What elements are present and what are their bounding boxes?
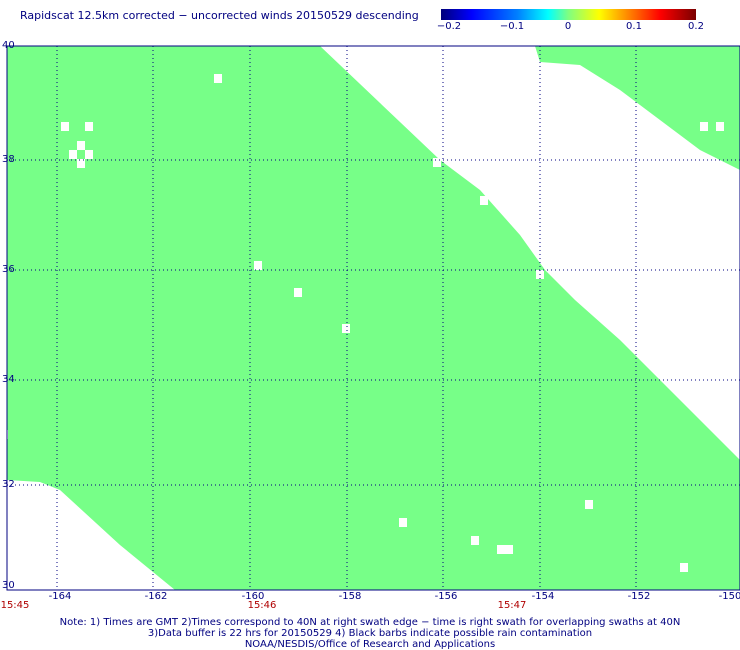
- data-gap: [69, 150, 77, 159]
- data-gap: [497, 545, 513, 554]
- swath-corner: [535, 46, 740, 170]
- chart-title: Rapidscat 12.5km corrected − uncorrected…: [20, 9, 419, 22]
- note-line-3: NOAA/NESDIS/Office of Research and Appli…: [244, 639, 496, 650]
- data-gap: [399, 518, 407, 527]
- colorbar: [441, 9, 696, 20]
- data-gap: [716, 122, 724, 131]
- data-gap: [433, 158, 441, 167]
- data-gap: [85, 150, 93, 159]
- swath-main: [7, 46, 740, 590]
- lon-label: -162: [144, 591, 168, 602]
- lon-label: -156: [434, 591, 458, 602]
- colorbar-tick: 0.1: [626, 21, 642, 32]
- map-frame: [6, 45, 740, 591]
- data-gap: [77, 159, 85, 168]
- data-gap: [680, 563, 688, 572]
- colorbar-tick: 0: [564, 21, 572, 32]
- data-gap: [342, 324, 350, 333]
- lat-label: 32: [2, 479, 15, 490]
- lon-label: -152: [627, 591, 651, 602]
- colorbar-tick: −0.2: [436, 21, 462, 32]
- data-gap: [214, 74, 222, 83]
- colorbar-tick: −0.1: [499, 21, 525, 32]
- data-gap: [254, 261, 262, 270]
- colorbar-tick: 0.2: [688, 21, 704, 32]
- lat-label: 34: [2, 374, 15, 385]
- time-label: 15:47: [497, 600, 527, 611]
- data-gap: [480, 196, 488, 205]
- time-label: 15:45: [0, 600, 30, 611]
- time-label: 15:46: [247, 600, 277, 611]
- lat-label: 36: [2, 264, 15, 275]
- data-gap: [0, 430, 8, 439]
- lat-label: 40: [2, 40, 15, 51]
- data-gap: [585, 500, 593, 509]
- lon-label: -158: [338, 591, 362, 602]
- graticule: [7, 46, 740, 590]
- data-gap: [61, 122, 69, 131]
- data-gap: [471, 536, 479, 545]
- lon-label: -150: [718, 591, 740, 602]
- note-line-1: Note: 1) Times are GMT 2)Times correspon…: [59, 617, 681, 628]
- lat-label: 38: [2, 154, 15, 165]
- data-gap: [700, 122, 708, 131]
- lon-label: -160: [241, 591, 265, 602]
- data-gap: [85, 122, 93, 131]
- lat-label: 30: [2, 580, 15, 591]
- lon-label: -164: [48, 591, 72, 602]
- data-gap: [77, 141, 85, 150]
- lon-label: -154: [531, 591, 555, 602]
- note-line-2: 3)Data buffer is 22 hrs for 20150529 4) …: [147, 628, 593, 639]
- data-gap: [294, 288, 302, 297]
